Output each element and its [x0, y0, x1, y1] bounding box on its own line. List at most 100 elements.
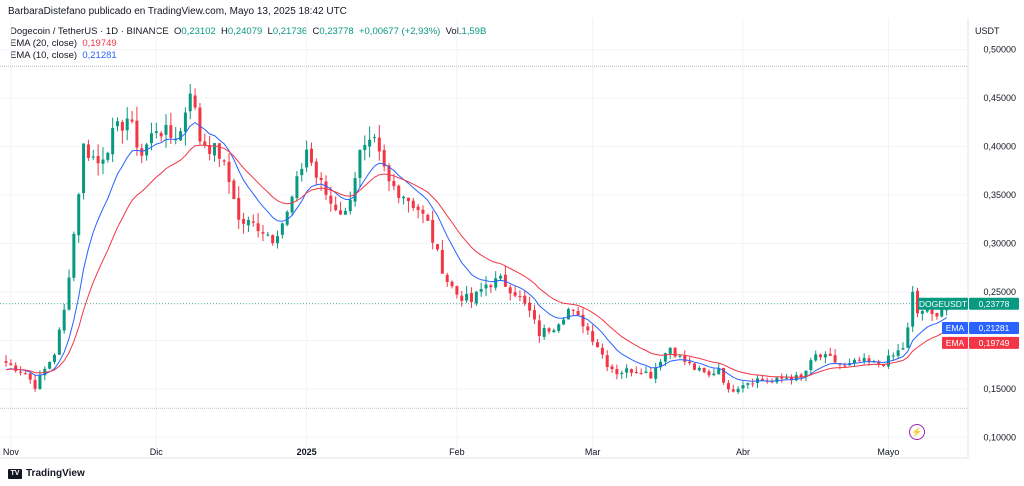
candle-body [930, 309, 934, 315]
legend-close-label: C [312, 26, 320, 37]
candle-body [882, 364, 886, 366]
candle-body [67, 277, 71, 310]
candle-body [382, 150, 386, 167]
ema-lines [5, 121, 947, 382]
candle-body [242, 218, 246, 224]
legend-ema10-row[interactable]: EMA (10, close) 0,21281 [10, 50, 486, 62]
candle-body [629, 369, 633, 373]
candle-body [523, 295, 527, 304]
candle-body [319, 177, 323, 181]
candle-body [217, 143, 221, 159]
candle-body [722, 368, 726, 383]
candle-body [532, 310, 536, 320]
candle-body [203, 141, 207, 146]
candle-body [663, 353, 667, 362]
candle-body [547, 328, 551, 332]
candle-body [368, 139, 372, 147]
candle-body [503, 274, 507, 287]
candle-body [426, 215, 430, 221]
legend-high-label: H [221, 26, 228, 37]
candle-body [891, 355, 895, 357]
candle-body [823, 354, 827, 358]
candle-body [794, 375, 798, 381]
candle-body [222, 160, 226, 162]
candle-body [23, 373, 27, 375]
candle-body [542, 328, 546, 337]
candle-body [668, 347, 672, 354]
candle-body [654, 367, 658, 379]
reference-lines [0, 65, 968, 409]
candle-body [833, 355, 837, 363]
candle-body [867, 358, 871, 362]
candle-body [862, 357, 866, 362]
ema10-line [5, 121, 947, 382]
legend-ema20-value: 0,19749 [82, 38, 117, 49]
price-axis-unit[interactable]: USDT [975, 26, 1000, 36]
price-tick-label: 0,45000 [983, 93, 1016, 103]
candle-body [557, 324, 561, 331]
candle-body [702, 367, 706, 373]
lightning-icon[interactable]: ⚡ [909, 424, 925, 440]
candle-body [697, 367, 701, 371]
candle-body [770, 381, 774, 383]
legend-symbol[interactable]: Dogecoin / TetherUS · 1D · BINANCE [10, 26, 169, 37]
candle-body [188, 93, 192, 112]
legend-ohlc-row: Dogecoin / TetherUS · 1D · BINANCE O0,23… [10, 26, 486, 38]
price-label-value-box [969, 336, 1019, 349]
candle-body [246, 220, 250, 226]
candle-body [256, 223, 260, 232]
candle-body [552, 330, 556, 333]
legend-ema20-label: EMA (20, close) [10, 38, 78, 49]
candle-body [77, 194, 81, 236]
price-label-ema20: EMA 0,19749 [942, 336, 1019, 349]
candle-body [760, 378, 764, 381]
price-tick-label: 0,50000 [983, 45, 1016, 55]
legend-low-label: L [267, 26, 273, 37]
candle-body [615, 368, 619, 375]
footer-brand[interactable]: TV TradingView [8, 468, 85, 479]
candle-body [130, 119, 134, 122]
candle-body [285, 211, 289, 225]
price-label-value: 0,23778 [979, 299, 1010, 309]
legend-change: +0,00677 (+2,93%) [358, 26, 441, 37]
candle-body [474, 291, 478, 304]
price-tick-label: 0,15000 [983, 384, 1016, 394]
candle-body [562, 319, 566, 325]
candle-body [377, 137, 381, 152]
candle-body [896, 350, 900, 356]
candle-body [372, 137, 376, 139]
time-tick-label: Mar [585, 447, 601, 457]
candle-body [726, 383, 730, 390]
candle-body [397, 185, 401, 198]
candle-body [280, 223, 284, 235]
candle-body [4, 361, 8, 363]
price-labels: DOGEUSDT 0,23778 EMA 0,21281 EMA 0,19749 [918, 297, 1019, 349]
candle-body [329, 195, 333, 204]
time-axis: Nov Dic 2025 Feb Mar Abr Mayo [3, 447, 900, 457]
candle-body [106, 152, 110, 160]
legend-open: 0,23102 [181, 26, 216, 37]
publisher-header: BarbaraDistefano publicado en TradingVie… [8, 6, 347, 17]
legend-open-label: O [174, 26, 182, 37]
candle-body [620, 372, 624, 374]
price-tick-label: 0,25000 [983, 287, 1016, 297]
candle-body [566, 309, 570, 320]
candle-body [717, 368, 721, 375]
candle-body [353, 178, 357, 202]
candle-body [465, 293, 469, 301]
candle-body [348, 200, 352, 212]
candle-body [940, 309, 944, 317]
candle-body [271, 235, 275, 244]
time-tick-label: Mayo [877, 447, 899, 457]
candle-body [295, 176, 299, 199]
candle-body [174, 139, 178, 141]
legend-ema20-row[interactable]: EMA (20, close) 0,19749 [10, 38, 486, 50]
candle-body [96, 156, 100, 164]
candle-body [571, 309, 575, 311]
candle-body [208, 145, 212, 154]
candle-body [140, 148, 144, 156]
price-label-name: EMA [946, 338, 965, 348]
price-tick-label: 0,30000 [983, 239, 1016, 249]
candle-body [14, 365, 18, 371]
